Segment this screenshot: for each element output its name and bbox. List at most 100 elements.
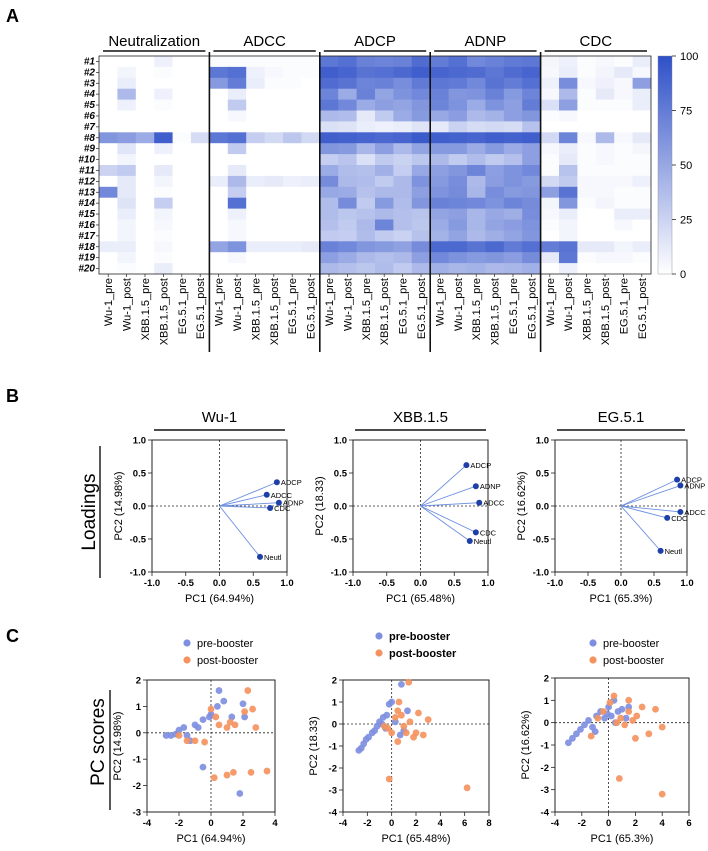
heatmap-cell	[356, 110, 376, 122]
group-label: ADCP	[354, 33, 396, 50]
heatmap-cell	[503, 197, 523, 209]
heatmap-cell	[319, 66, 339, 79]
loadings-plot: Wu-1 -1.0 -0.5 0.0 0.5 1.0 1.0 0.5 0.0 -0.5 -1.0 PC…	[113, 409, 304, 605]
heatmap-cell	[522, 110, 541, 122]
heatmap-cell	[154, 241, 173, 253]
heatmap-cell	[301, 77, 321, 90]
y-axis-label: PC2 (14.98%)	[113, 471, 125, 540]
heatmap-cell	[577, 154, 597, 166]
y-tick-label: 1	[136, 702, 142, 713]
heatmap-cell	[191, 77, 210, 90]
loading-label: ADCP	[470, 461, 491, 470]
score-point	[625, 708, 633, 715]
heatmap-cell	[632, 110, 652, 122]
heatmap-cell	[448, 121, 468, 133]
loading-vector	[420, 505, 477, 533]
loadings-side-label: Loadings	[79, 473, 100, 550]
heatmap-cell	[485, 77, 505, 90]
heatmap-cell	[393, 121, 413, 133]
heatmap-cell	[191, 263, 210, 275]
heatmap-cell	[485, 263, 505, 275]
column-label: XBB.1.5_post	[158, 278, 170, 345]
heatmap-cell	[99, 263, 118, 275]
x-tick-label: 6	[462, 818, 467, 829]
heatmap-cell	[191, 121, 210, 133]
heatmap-cell	[135, 143, 155, 155]
heatmap-cell	[209, 143, 229, 155]
heatmap-cell	[172, 263, 192, 275]
heatmap-cell	[264, 99, 284, 111]
column-label: Wu-1_post	[232, 278, 244, 331]
row-label: #13	[78, 187, 95, 198]
heatmap-cell	[135, 110, 155, 122]
loading-label: ADCP	[281, 478, 302, 487]
heatmap-cell	[356, 197, 376, 209]
score-point	[629, 717, 637, 724]
heatmap-cell	[283, 121, 302, 133]
heatmap-cell	[319, 88, 339, 100]
scores-side-label: PC scores	[88, 698, 109, 786]
y-tick-label: 1.0	[536, 436, 549, 447]
x-tick-label: 0.0	[213, 578, 226, 589]
heatmap-cell	[522, 197, 541, 209]
heatmap-cell	[356, 56, 376, 68]
heatmap-cell	[172, 197, 192, 209]
heatmap-cell	[540, 241, 560, 253]
heatmap-cell	[467, 66, 486, 79]
heatmap-cell	[154, 197, 173, 209]
heatmap-cell	[375, 186, 394, 199]
y-tick-label: 1.0	[334, 436, 347, 447]
score-point	[591, 728, 599, 735]
colorbar-tick-label: 75	[680, 106, 692, 118]
plot-frame	[554, 677, 690, 813]
row-label: #2	[84, 67, 96, 78]
heatmap-cell	[540, 230, 560, 242]
heatmap-cell	[559, 77, 578, 90]
heatmap-cell	[191, 197, 210, 209]
x-tick-label: -4	[143, 818, 152, 829]
heatmap-cell	[577, 121, 597, 133]
heatmap-cell	[264, 241, 284, 253]
y-tick-label: -4	[329, 808, 338, 819]
column-label: EG.5.1_post	[416, 278, 428, 339]
heatmap-cell	[99, 88, 118, 100]
heatmap-cell	[595, 197, 615, 209]
heatmap-cell	[614, 56, 633, 68]
row-label: #3	[84, 78, 96, 89]
heatmap-cell	[191, 88, 210, 100]
score-point	[199, 716, 207, 723]
heatmap-cell	[227, 143, 247, 155]
loading-point	[466, 537, 473, 544]
heatmap-cell	[283, 208, 302, 220]
colorbar-tick-label: 50	[680, 160, 692, 172]
column-label: XBB.1.5_pre	[471, 278, 483, 340]
heatmap-cell	[246, 175, 265, 188]
heatmap-cell	[448, 241, 468, 253]
heatmap-cell	[430, 88, 449, 100]
heatmap-cell	[393, 165, 413, 177]
heatmap-cell	[632, 99, 652, 111]
heatmap-cell	[485, 252, 505, 264]
heatmap-cell	[246, 154, 265, 166]
heatmap-cell	[283, 197, 302, 209]
heatmap-cell	[632, 121, 652, 133]
score-point	[223, 771, 231, 779]
x-tick-label: 0	[389, 818, 394, 829]
heatmap-cell	[467, 208, 486, 220]
loading-vector	[620, 485, 681, 507]
heatmap-cell	[485, 132, 505, 144]
loading-label: ADNP	[480, 482, 501, 491]
heatmap-cell	[559, 230, 578, 242]
heatmap-cell	[301, 186, 321, 199]
heatmap-cell	[577, 197, 597, 209]
heatmap-cell	[135, 56, 155, 68]
heatmap-cell	[356, 219, 376, 231]
heatmap-cell	[227, 99, 247, 111]
heatmap-cell	[227, 88, 247, 100]
heatmap-cell	[559, 88, 578, 100]
heatmap-cell	[522, 241, 541, 253]
heatmap-cell	[246, 208, 265, 220]
heatmap-cell	[172, 186, 192, 199]
heatmap-cell	[191, 66, 210, 79]
score-point	[613, 719, 621, 727]
